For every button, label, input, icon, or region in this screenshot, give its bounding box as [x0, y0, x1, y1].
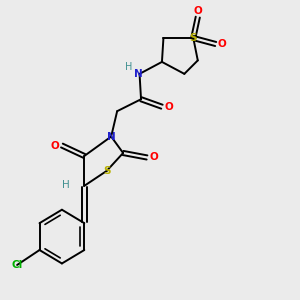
Text: O: O [218, 39, 226, 49]
Text: N: N [134, 69, 142, 79]
Text: Cl: Cl [11, 260, 23, 270]
Text: O: O [194, 5, 202, 16]
Text: S: S [103, 166, 110, 176]
Text: S: S [190, 33, 197, 43]
Text: O: O [51, 140, 60, 151]
Text: N: N [107, 132, 116, 142]
Text: O: O [164, 102, 173, 112]
Text: H: H [62, 180, 70, 190]
Text: O: O [149, 152, 158, 163]
Text: H: H [124, 62, 132, 72]
